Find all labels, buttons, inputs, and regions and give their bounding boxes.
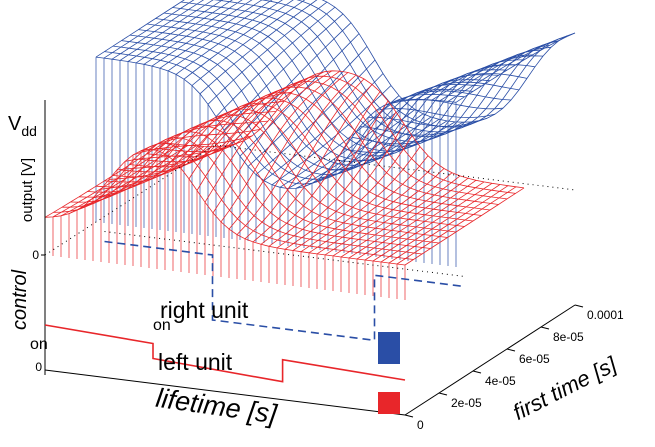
y-tick	[473, 371, 481, 373]
y-tick-label: 8e-05	[553, 330, 584, 344]
y-tick	[405, 415, 413, 417]
mesh-line	[53, 144, 172, 217]
legend-swatch	[378, 392, 400, 414]
mesh-line	[320, 119, 439, 178]
z-tick-label: 0	[32, 248, 39, 262]
mesh-line	[96, 0, 215, 57]
mesh-line	[104, 0, 223, 58]
z-axis-label: output [V]	[19, 158, 36, 222]
y-tick-label: 2e-05	[451, 396, 482, 410]
mesh-line	[113, 46, 473, 179]
surface-mesh	[45, 0, 575, 300]
series-label: left unit	[158, 349, 233, 375]
mesh-line	[112, 0, 231, 59]
vdd-main: V	[8, 113, 22, 135]
axis-line	[45, 145, 215, 255]
mesh-line	[105, 109, 465, 227]
y-tick-label: 6e-05	[519, 352, 550, 366]
y-tick-label: 0.0001	[587, 308, 624, 322]
y-tick	[575, 305, 583, 307]
y-tick	[507, 349, 515, 351]
y-tick-label: 0	[417, 418, 424, 432]
y-tick	[541, 327, 549, 329]
chart: 0 2e-054e-056e-058e-050.0001 0 0 Vdd output…	[0, 0, 655, 447]
axis-line	[105, 232, 465, 277]
control-label: control	[9, 269, 31, 330]
x-axis-label: lifetime [s]	[154, 383, 280, 430]
y-tick	[439, 393, 447, 395]
legend-swatch	[378, 332, 400, 364]
vdd-sub: dd	[21, 123, 37, 139]
x-tick-label: 0	[35, 360, 42, 374]
vdd-label: Vdd	[8, 113, 37, 139]
mesh-line	[269, 101, 388, 246]
mesh-line	[365, 182, 484, 260]
mesh-line	[96, 115, 456, 232]
mesh-line	[113, 103, 473, 221]
mesh-line	[325, 169, 444, 255]
y-tick-label: 4e-05	[485, 374, 516, 388]
mesh-line	[405, 188, 524, 265]
series-label: right unit	[160, 297, 249, 323]
annotation: on	[30, 336, 48, 353]
